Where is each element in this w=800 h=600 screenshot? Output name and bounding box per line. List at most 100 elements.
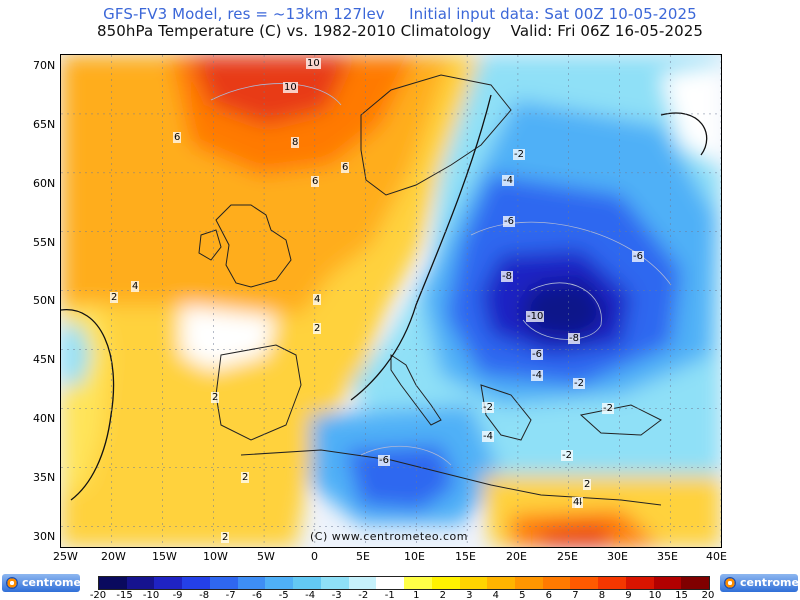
lon-label: 35E	[657, 550, 678, 563]
legend-color-swatch	[625, 577, 654, 589]
lat-label: 60N	[33, 177, 56, 190]
contour-label: 2	[211, 392, 220, 403]
contour-label: 10	[283, 82, 298, 93]
model-info: GFS-FV3 Model, res = ~13km 127lev	[103, 5, 385, 23]
zero-isotherms	[61, 94, 708, 501]
contour-label: -6	[378, 455, 390, 466]
lon-label: 20W	[101, 550, 126, 563]
lat-label: 35N	[33, 471, 56, 484]
legend-tick-label: -1	[384, 590, 395, 600]
legend-color-swatch	[459, 577, 488, 589]
legend-color-swatch	[487, 577, 516, 589]
centrometeo-logo-left: centrometeo	[2, 574, 80, 592]
contour-label: -6	[503, 216, 515, 227]
temperature-fields	[61, 55, 721, 547]
valid-time: Valid: Fri 06Z 16-05-2025	[510, 22, 704, 41]
legend-tick-label: -20	[89, 590, 107, 600]
legend-tick-label: -10	[142, 590, 160, 600]
contour-label: 6	[341, 162, 350, 173]
header-line-2: 850hPa Temperature (C) vs. 1982-2010 Cli…	[0, 23, 800, 40]
map-canvas	[61, 55, 721, 547]
lon-label: 5E	[356, 550, 370, 563]
legend-color-scale	[98, 576, 710, 590]
contour-label: -2	[573, 378, 585, 389]
lat-label: 55N	[33, 236, 56, 249]
legend-color-swatch	[348, 577, 377, 589]
lon-label: 10W	[203, 550, 228, 563]
legend-tick-label: -3	[331, 590, 342, 600]
legend-tick-label: -15	[116, 590, 133, 600]
contour-cold-north	[470, 221, 672, 286]
legend-color-swatch	[320, 577, 349, 589]
contour-label: -8	[501, 271, 513, 282]
lon-label: 10E	[404, 550, 425, 563]
legend-tick-label: -2	[358, 590, 369, 600]
legend-color-swatch	[542, 577, 571, 589]
legend-tick-label: 4	[492, 590, 499, 600]
blacksea-cool-patch	[631, 395, 721, 455]
lat-label: 50N	[33, 294, 56, 307]
lon-label: 15W	[152, 550, 177, 563]
legend-tick-label: 3	[466, 590, 473, 600]
contour-label: 4	[572, 497, 581, 508]
contour-label: 8	[291, 137, 300, 148]
contour-label: -2	[482, 402, 494, 413]
contour-label: -8	[568, 333, 580, 344]
contour-label: -4	[482, 431, 494, 442]
north-africa-coast	[240, 449, 662, 506]
contour-label: -4	[531, 370, 543, 381]
legend-color-swatch	[293, 577, 321, 589]
legend-color-swatch	[431, 577, 460, 589]
isotherm-zero-west	[61, 309, 115, 501]
iberia-outline	[215, 344, 302, 441]
contour-label: 2	[313, 323, 322, 334]
legend-color-swatch	[653, 577, 682, 589]
legend-color-swatch	[376, 577, 405, 589]
legend-tick-label: 8	[598, 590, 606, 600]
atlantic-cool-patch	[61, 325, 91, 385]
legend-tick-label: -5	[278, 590, 289, 600]
legend-color-swatch	[404, 577, 432, 589]
map-watermark: (C) www.centrometeo.com	[310, 530, 468, 543]
lon-label: 25W	[53, 550, 78, 563]
legend-color-swatch	[681, 577, 710, 589]
legend-tick-label: -4	[305, 590, 316, 600]
legend-color-swatch	[237, 577, 266, 589]
legend-tick-label: -9	[172, 590, 183, 600]
lon-label: 25E	[557, 550, 578, 563]
legend-color-swatch	[182, 577, 210, 589]
legend-tick-label: 1	[413, 590, 420, 600]
legend-color-swatch	[126, 577, 155, 589]
temperature-legend: centrometeo -20 -15 -10 -9 -8 -7 -6 -5 -4 -3 -2 -1 1…	[0, 572, 800, 600]
contour-label: -6	[531, 349, 543, 360]
contour-label: 2	[221, 532, 230, 543]
lon-label: 30E	[607, 550, 628, 563]
isotherm-zero-central	[350, 94, 492, 401]
contour-label: -6	[632, 251, 644, 262]
legend-tick-label: 10	[648, 590, 662, 600]
isotherm-zero-northeast	[660, 112, 708, 156]
warm-field-peak	[191, 55, 351, 125]
italy-outline	[390, 354, 442, 426]
legend-tick-label: -8	[199, 590, 210, 600]
header-line-1: GFS-FV3 Model, res = ~13km 127lev Initia…	[0, 5, 800, 23]
lon-label: 40E	[706, 550, 727, 563]
balkans-outline	[480, 384, 532, 441]
legend-color-swatch	[209, 577, 238, 589]
chart-header: GFS-FV3 Model, res = ~13km 127lev Initia…	[0, 5, 800, 41]
legend-color-swatch	[570, 577, 599, 589]
legend-tick-label: -7	[225, 590, 236, 600]
contour-label: 6	[173, 132, 182, 143]
iberia-neutral-patch	[181, 305, 276, 370]
coastlines	[198, 74, 662, 506]
legend-tick-label: 2	[439, 590, 446, 600]
contour-label: 10	[306, 58, 321, 69]
cold-core	[519, 280, 609, 340]
legend-color-swatch	[515, 577, 543, 589]
contour-med-cold	[360, 445, 452, 466]
scandinavia-outline	[360, 74, 512, 196]
legend-color-swatch	[99, 577, 127, 589]
legend-tick-label: 5	[519, 590, 526, 600]
lat-label: 45N	[33, 353, 56, 366]
